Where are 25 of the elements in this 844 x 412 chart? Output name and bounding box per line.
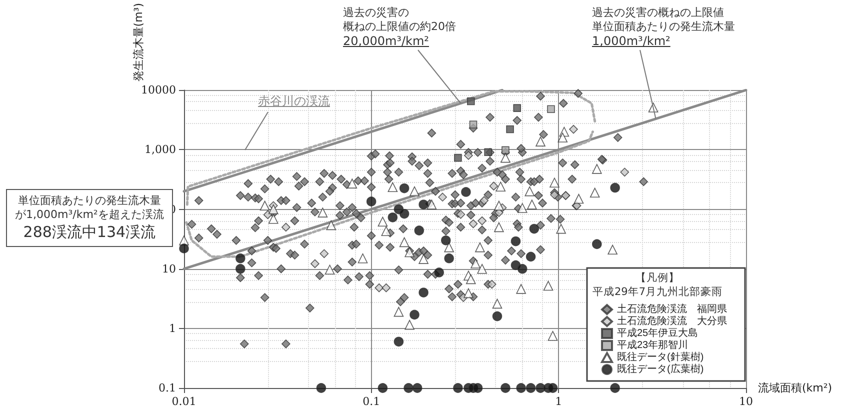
y-tick-label: 1,000 — [144, 143, 176, 156]
x-axis-title: 流域面積(km²) — [758, 382, 832, 394]
legend-title: 【凡例】平成29年7月九州北部豪雨 — [591, 271, 724, 299]
annotation: 赤谷川の渓流 — [258, 94, 330, 108]
legend-label: 平成25年伊豆大島 — [617, 327, 698, 339]
legend-label: 既往データ(針葉樹) — [617, 351, 704, 363]
legend-label: 土石流危険渓流 大分県 — [617, 315, 727, 327]
y-tick-label: 0.1 — [158, 382, 176, 394]
annotation: 20,000m³/km² — [343, 34, 429, 48]
text: 過去の災害の概ねの上限値の約20倍 — [343, 6, 456, 33]
legend-label: 土石流危険渓流 福岡県 — [617, 303, 727, 315]
legend-label: 既往データ(広葉樹) — [617, 363, 704, 375]
x-tick-label: 0.01 — [172, 395, 196, 408]
y-tick-label: 10000 — [141, 84, 176, 97]
legend-label: 平成23年那智川 — [617, 339, 688, 351]
y-axis-title: 発生流木量(m³) — [132, 2, 145, 82]
y-tick-label: 10 — [162, 262, 176, 276]
text: 288渓流中134渓流 — [23, 223, 156, 241]
annotation: 1,000m³/km² — [592, 34, 670, 48]
x-tick-label: 10 — [739, 395, 753, 408]
x-tick-label: 1 — [555, 395, 562, 408]
x-tick-label: 0.1 — [362, 395, 380, 408]
y-tick-label: 1 — [169, 322, 176, 335]
text: 過去の災害の概ねの上限値単位面積あたりの発生流木量 — [592, 6, 735, 33]
text: 単位面積あたりの発生流木量が1,000m³/km²を超えた渓流 — [15, 194, 164, 221]
